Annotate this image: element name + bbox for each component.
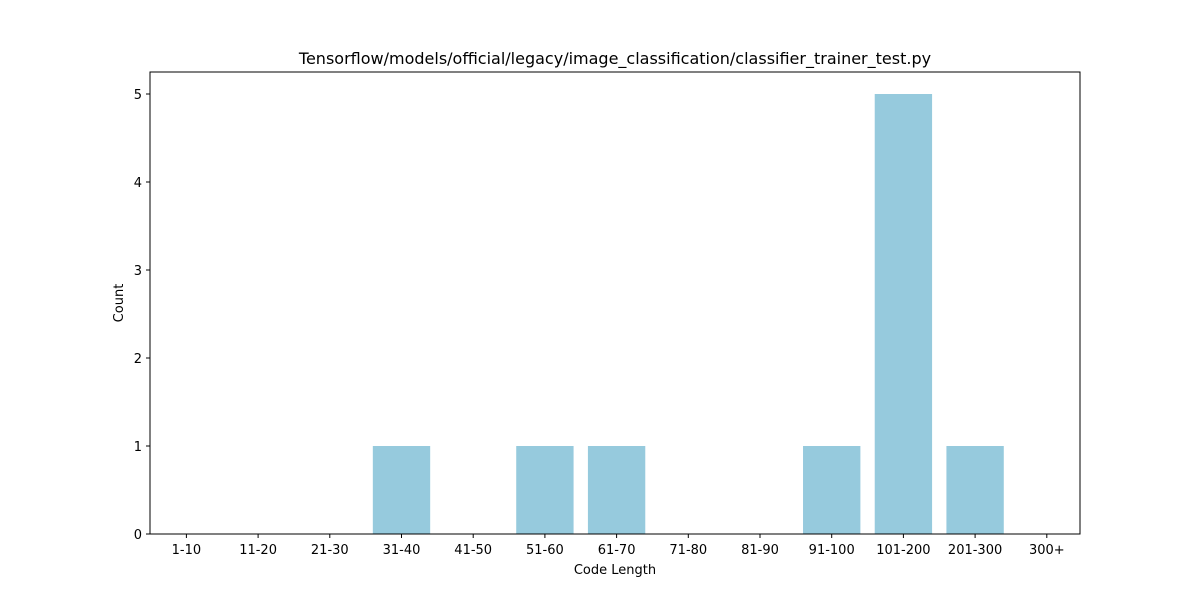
x-tick-label: 300+ [1029,543,1065,558]
bar-91-100 [803,446,861,534]
y-tick-label: 1 [134,440,142,455]
bar-201-300 [946,446,1004,534]
x-tick-label: 21-30 [311,543,349,558]
x-axis: 1-10 11-20 21-30 31-40 41-50 51-60 61-70 71-80 8… [172,534,1065,558]
x-tick-label: 61-70 [598,543,636,558]
x-tick-label: 31-40 [383,543,421,558]
x-tick-label: 51-60 [526,543,564,558]
x-tick-label: 101-200 [876,543,930,558]
x-tick-label: 1-10 [172,543,202,558]
y-tick-label: 0 [134,528,142,543]
plot-frame [149,71,1081,535]
bar-51-60 [516,446,574,534]
y-tick-label: 4 [134,176,142,191]
y-tick-label: 2 [134,352,142,367]
x-tick-label: 201-300 [948,543,1002,558]
x-tick-label: 91-100 [809,543,855,558]
y-tick-label: 5 [134,88,142,103]
x-tick-label: 41-50 [454,543,492,558]
y-axis-label: Count [112,284,127,323]
x-tick-label: 81-90 [741,543,779,558]
x-tick-label: 71-80 [669,543,707,558]
y-axis: 0 1 2 3 4 5 [134,88,150,543]
bar-61-70 [587,446,646,534]
chart-title: Tensorflow/models/official/legacy/image_… [298,49,931,69]
x-axis-label: Code Length [574,563,656,578]
y-tick-label: 3 [134,264,142,279]
bar-101-200 [874,94,933,534]
bars-layer [372,94,1004,534]
x-tick-label: 11-20 [239,543,277,558]
bar-31-40 [372,446,431,534]
